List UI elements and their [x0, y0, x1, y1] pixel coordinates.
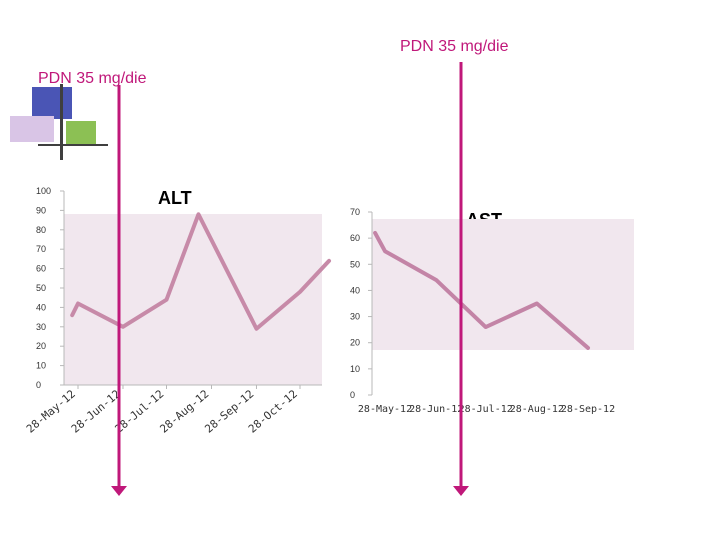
- ast-y-tick-label: 0: [350, 390, 355, 400]
- alt-y-tick-label: 60: [36, 264, 46, 274]
- ast-x-tick-label: 28-May-12: [358, 404, 412, 415]
- alt-series-line: [70, 212, 332, 331]
- alt-y-tick-label: 50: [36, 283, 46, 293]
- ast-y-tick-label: 60: [350, 233, 360, 243]
- ast-x-tick-label: 28-Sep-12: [561, 404, 615, 415]
- alt-plot-area: [64, 214, 322, 385]
- alt-y-tick-label: 90: [36, 205, 46, 215]
- alt-y-tick-label: 30: [36, 322, 46, 332]
- ast-y-tick-label: 50: [350, 259, 360, 269]
- pdn-annotation-right: PDN 35 mg/die: [400, 38, 509, 55]
- decor-lilac-square: [10, 116, 54, 142]
- ast-y-tick-label: 40: [350, 285, 360, 295]
- ast-plot-area: [372, 219, 634, 350]
- alt-y-tick-label: 20: [36, 341, 46, 351]
- alt-y-tick-label: 70: [36, 244, 46, 254]
- ast-x-tick-label: 28-Jul-12: [459, 404, 513, 415]
- decor-horizontal-line: [38, 144, 108, 146]
- ast-y-tick-label: 70: [350, 207, 360, 217]
- alt-y-tick-label: 10: [36, 361, 46, 371]
- alt-x-tick-label: 28-Aug-12: [157, 387, 211, 435]
- alt-x-tick-label: 28-May-12: [24, 387, 78, 435]
- alt-y-tick-label: 0: [36, 380, 41, 390]
- ast-y-tick-label: 30: [350, 312, 360, 322]
- pdn-annotation-left: PDN 35 mg/die: [38, 70, 147, 87]
- arrow-down-icon: [111, 486, 127, 496]
- ast-x-tick-label: 28-Jun-12: [409, 404, 463, 415]
- decor-blue-square: [32, 87, 72, 119]
- alt-y-tick-label: 100: [36, 186, 51, 196]
- alt-chart-title: ALT: [158, 188, 192, 208]
- ast-y-tick-label: 20: [350, 338, 360, 348]
- ast-x-tick-label: 28-Aug-12: [510, 404, 564, 415]
- arrow-down-icon: [453, 486, 469, 496]
- decor-vertical-line: [60, 84, 63, 160]
- alt-y-tick-label: 40: [36, 302, 46, 312]
- alt-y-tick-label: 80: [36, 225, 46, 235]
- decor-green-square: [66, 121, 96, 145]
- ast-y-tick-label: 10: [350, 364, 360, 374]
